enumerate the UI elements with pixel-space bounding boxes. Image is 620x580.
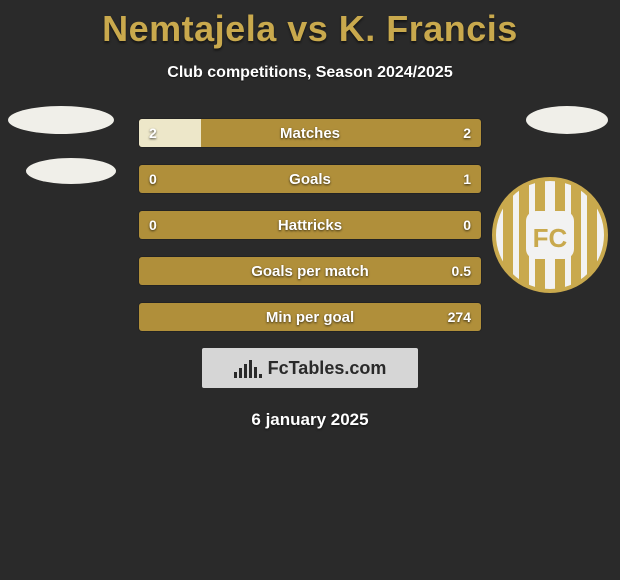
right-club-crest: FC	[490, 175, 610, 295]
attribution-box[interactable]: FcTables.com	[202, 348, 418, 388]
attribution-label: FcTables.com	[268, 358, 387, 379]
stat-bar: 01Goals	[138, 164, 482, 194]
stat-label: Goals per match	[139, 257, 481, 285]
stat-bar: 0.5Goals per match	[138, 256, 482, 286]
club-ellipse	[8, 106, 114, 134]
stat-bar: 22Matches	[138, 118, 482, 148]
stat-bar: 274Min per goal	[138, 302, 482, 332]
date-label: 6 january 2025	[0, 410, 620, 430]
club-ellipse	[526, 106, 608, 134]
stat-label: Goals	[139, 165, 481, 193]
stat-label: Min per goal	[139, 303, 481, 331]
stat-bar: 00Hattricks	[138, 210, 482, 240]
svg-text:FC: FC	[533, 223, 568, 253]
stat-bars: 22Matches 01Goals 00Hattricks 0.5Goals per …	[138, 118, 482, 332]
stat-label: Hattricks	[139, 211, 481, 239]
bars-icon	[234, 358, 262, 378]
subtitle: Club competitions, Season 2024/2025	[0, 64, 620, 82]
stat-label: Matches	[139, 119, 481, 147]
club-ellipse	[26, 158, 116, 184]
page-title: Nemtajela vs K. Francis	[0, 0, 620, 50]
